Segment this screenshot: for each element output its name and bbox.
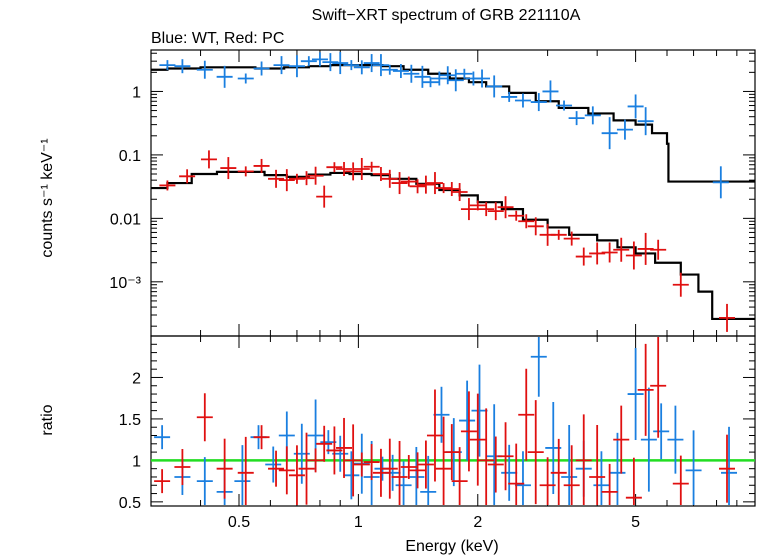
ratio-panel: 0.5 1 2 5 0.5 1 1.5 2	[119, 335, 756, 531]
y-tick-label: 1	[132, 84, 141, 101]
x-tick-label: 1	[354, 514, 363, 531]
wt-model-line	[151, 64, 755, 183]
y-tick-label: 1	[132, 453, 141, 470]
ratio-frame	[150, 335, 756, 507]
chart-title: Swift−XRT spectrum of GRB 221110A	[312, 7, 581, 24]
chart-subtitle: Blue: WT, Red: PC	[151, 30, 284, 47]
y-tick-label: 10⁻³	[109, 275, 141, 292]
y-tick-label: 0.5	[119, 495, 141, 512]
y-tick-label: 1.5	[119, 412, 141, 429]
x-tick-label: 5	[631, 514, 640, 531]
y-tick-label: 2	[132, 370, 141, 387]
x-axis-label: Energy (keV)	[405, 538, 498, 555]
y-tick-label: 0.1	[119, 148, 141, 165]
bottom-y-axis-label: ratio	[39, 404, 56, 435]
spectrum-panel: 1 0.1 0.01 10⁻³	[109, 49, 756, 337]
y-tick-label: 0.01	[110, 211, 141, 228]
spectrum-frame	[150, 49, 756, 337]
x-tick-label: 0.5	[228, 514, 250, 531]
top-y-axis-label: counts s⁻¹ keV⁻¹	[39, 138, 56, 257]
x-tick-label: 2	[473, 514, 482, 531]
pc-model-line	[151, 170, 755, 321]
